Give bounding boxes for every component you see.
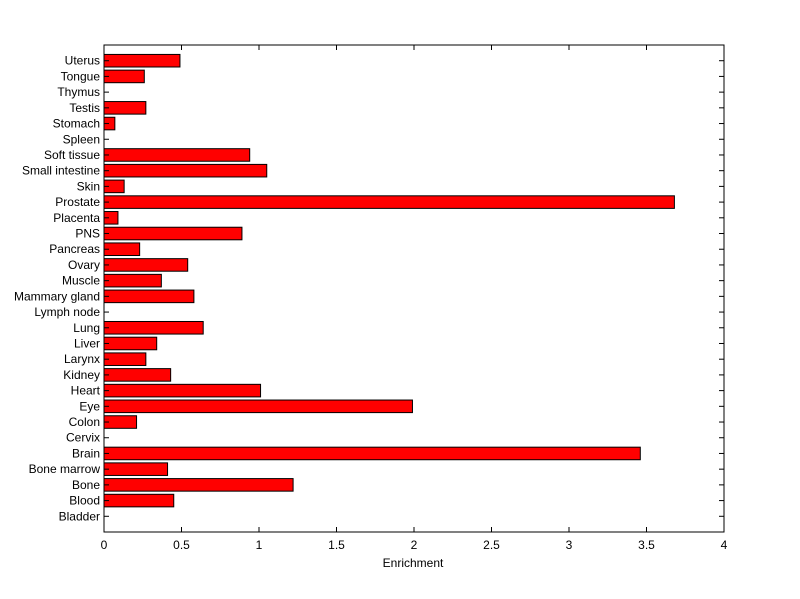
y-tick-label: Brain <box>72 446 100 460</box>
y-tick-label: Spleen <box>63 132 100 146</box>
bar-bone <box>103 478 294 492</box>
y-tick-label: Stomach <box>53 117 100 131</box>
y-tick-label: Uterus <box>65 54 100 68</box>
x-tick-label: 1.5 <box>328 538 345 552</box>
bar-kidney <box>103 368 172 382</box>
y-tick-label: Blood <box>69 494 100 508</box>
x-tick-label: 4 <box>721 538 728 552</box>
x-tick-label: 2.5 <box>483 538 500 552</box>
y-tick-label: Tongue <box>61 69 101 83</box>
y-tick-label: Bladder <box>59 509 100 523</box>
bar-liver <box>103 336 158 351</box>
x-tick-label: 2 <box>411 538 418 552</box>
y-tick-label: Larynx <box>64 352 100 366</box>
y-tick-label: Cervix <box>66 431 100 445</box>
y-tick-label: Pancreas <box>49 242 100 256</box>
bar-muscle <box>103 273 162 288</box>
bar-heart <box>103 383 262 398</box>
bar-brain <box>103 446 641 461</box>
y-tick-label: Kidney <box>63 368 100 382</box>
x-tick-label: 1 <box>256 538 263 552</box>
y-tick-label: Lung <box>73 321 100 335</box>
y-tick-label: Muscle <box>62 274 100 288</box>
y-tick-label: Small intestine <box>22 164 100 178</box>
y-tick-label: Testis <box>69 101 100 115</box>
bar-testis <box>103 101 147 115</box>
x-axis-label: Enrichment <box>383 556 444 570</box>
bar-ovary <box>103 258 189 272</box>
y-tick-label: Placenta <box>53 211 100 225</box>
y-tick-label: Skin <box>77 179 100 193</box>
y-tick-label: Lymph node <box>34 305 100 319</box>
y-tick-label: Prostate <box>55 195 100 209</box>
bar-lung <box>103 320 204 335</box>
bar-tongue <box>103 69 145 84</box>
y-tick-label: Bone marrow <box>29 462 101 476</box>
bar-soft-tissue <box>103 148 251 162</box>
y-tick-label: Eye <box>79 399 100 413</box>
x-tick-label: 0.5 <box>173 538 190 552</box>
x-tick-label: 3.5 <box>638 538 655 552</box>
bar-eye <box>103 399 413 414</box>
x-tick-labels-group: 0 0.5 1 1.5 2 2.5 3 3.5 4 <box>101 538 728 552</box>
y-tick-label: Heart <box>71 384 101 398</box>
x-tick-label: 0 <box>101 538 108 552</box>
bar-pns <box>103 226 243 241</box>
y-tick-label: PNS <box>75 227 100 241</box>
y-tick-label: Bone <box>72 478 100 492</box>
bar-blood <box>103 493 175 508</box>
y-tick-label: Thymus <box>57 85 100 99</box>
y-tick-label: Liver <box>74 336 100 350</box>
x-tick-label: 3 <box>566 538 573 552</box>
bar-larynx <box>103 352 147 366</box>
bar-uterus <box>103 53 181 68</box>
plot-frame <box>103 44 725 533</box>
y-tick-label: Colon <box>69 415 100 429</box>
y-tick-label: Ovary <box>68 258 100 272</box>
bar-pancreas <box>103 242 141 257</box>
bar-bone-marrow <box>103 462 169 476</box>
y-tick-label: Soft tissue <box>44 148 100 162</box>
bar-small-intestine <box>103 163 268 178</box>
bar-prostate <box>103 195 675 209</box>
y-tick-label: Mammary gland <box>14 289 100 303</box>
bar-mammary-gland <box>103 289 195 304</box>
